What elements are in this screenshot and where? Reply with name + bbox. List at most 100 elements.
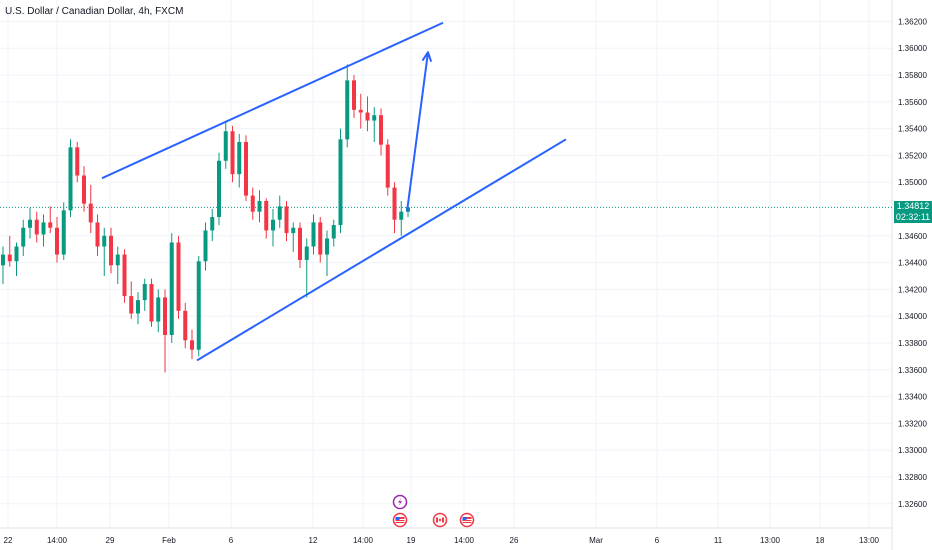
time-tick-label: Mar [589,536,603,545]
candle [21,219,26,256]
candle-body [257,200,262,212]
candle [14,242,19,276]
ca-flag-icon[interactable] [432,512,448,528]
candle [55,217,59,263]
candle [82,166,86,212]
candle-body [298,227,302,260]
candle [183,302,188,349]
candle [352,75,356,118]
lightning-icon[interactable] [392,494,408,510]
time-axis[interactable]: 22 14:00 29 Feb 6 12 14:00 19 14:00 26 Mar 6 11 13:00… [4,536,880,545]
projection-arrow[interactable] [406,52,429,212]
candle-body [338,139,343,226]
candle-body [149,284,154,322]
candle [345,64,350,148]
time-tick-label: 29 [106,536,115,545]
price-tick-label: 1.33600 [898,366,927,375]
trendline[interactable] [101,21,444,180]
price-tick-label: 1.33200 [898,419,927,428]
candle-body [217,160,221,218]
candle-body [21,227,26,247]
candle-body [250,195,255,212]
candle [257,190,262,223]
candle-body [14,246,19,262]
candle-body [1,254,5,266]
time-tick-label: 14:00 [454,536,475,545]
time-tick-label: 11 [714,536,723,545]
price-tick-label: 1.35200 [898,151,927,160]
candle [7,235,12,267]
candle-body [379,115,383,145]
price-tick-label: 1.36000 [898,44,927,53]
candle-body [392,187,397,220]
projection-arrow-head[interactable] [421,51,433,63]
candle-body [237,142,242,175]
candle-body [203,230,208,262]
candle [379,108,383,156]
drawings[interactable] [101,21,567,362]
candle-body [318,222,323,255]
candle-body [109,235,113,266]
candle [68,139,73,218]
candle-body [210,217,215,231]
candle-body [399,211,404,220]
current-price-label: 1.34812 02:32:11 [894,201,932,224]
candle [237,133,242,188]
price-tick-label: 1.32600 [898,500,927,509]
candle-body [115,254,120,266]
candle [210,209,215,242]
candle [109,227,113,274]
candle-body [176,242,181,311]
candle-body [136,300,140,314]
candle-body [230,131,235,175]
price-tick-label: 1.33400 [898,393,927,402]
candle [372,107,377,142]
candle [223,120,228,169]
time-tick-label: 14:00 [47,536,68,545]
candle [304,238,309,298]
candle-body [365,112,370,121]
us-flag-icon[interactable] [392,512,408,528]
candle [88,184,93,234]
candle [1,246,5,285]
candle [291,222,296,252]
price-tick-label: 1.35600 [898,98,927,107]
candle-body [196,261,201,350]
candle-body [95,222,100,247]
candle [230,125,235,183]
candle [331,219,336,247]
candle [298,222,302,268]
candle-body [156,297,161,322]
time-tick-label: 6 [229,536,234,545]
candle [75,142,80,183]
candle-body [34,219,39,235]
time-tick-label: 14:00 [353,536,374,545]
candle-body [41,222,46,235]
candle-body [311,222,316,247]
candle [28,207,32,239]
price-tick-label: 1.34200 [898,285,927,294]
trendline[interactable] [196,138,567,362]
candle [264,198,269,239]
event-markers[interactable] [392,494,475,528]
time-tick-label: 13:00 [760,536,781,545]
candle-body [48,222,53,228]
candle-body [129,296,134,314]
candle-body [82,175,86,204]
candle [115,246,120,285]
candle [338,128,343,234]
candle [142,278,147,311]
price-tick-label: 1.33000 [898,446,927,455]
price-axis[interactable]: 1.366001.364001.362001.360001.358001.356… [898,0,927,509]
candles [1,64,410,373]
candle [34,211,39,243]
candle-body [223,131,228,161]
price-tick-label: 1.32800 [898,473,927,482]
candle-body [372,115,377,121]
candle-body [331,225,336,239]
candle-body [55,227,59,255]
candle-body [291,227,296,234]
us-flag-icon[interactable] [459,512,475,528]
time-tick-label: Feb [162,536,176,545]
